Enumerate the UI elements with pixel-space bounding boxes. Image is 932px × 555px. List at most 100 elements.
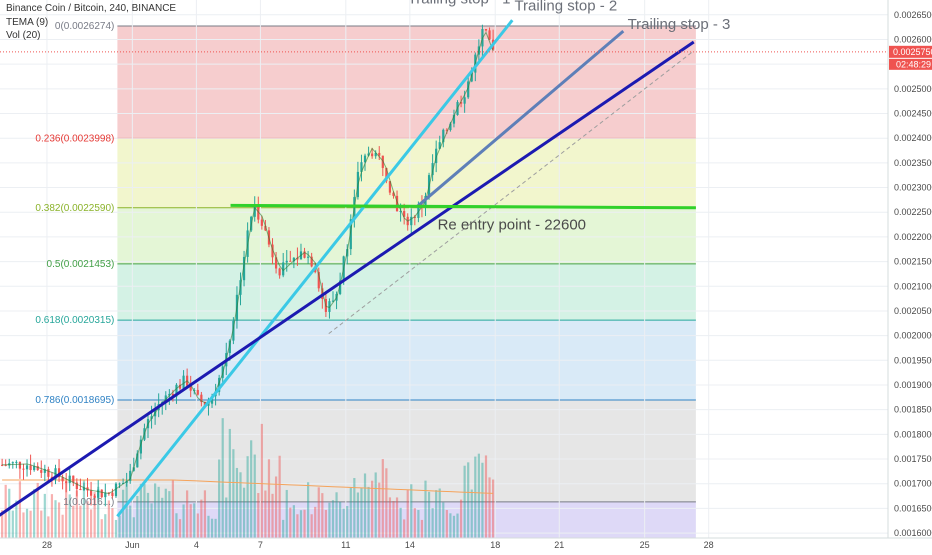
trendline	[116, 19, 514, 518]
volume-bar	[100, 519, 103, 538]
volume-bar	[40, 510, 43, 538]
candle-body	[189, 385, 192, 391]
volume-bar	[470, 489, 473, 538]
last-price-tag	[889, 45, 932, 58]
candle-body	[452, 114, 456, 124]
candle-body	[459, 102, 463, 104]
volume-bar	[29, 510, 32, 538]
volume-bar	[257, 493, 260, 538]
candle-body	[89, 490, 93, 496]
volume-bar	[15, 500, 18, 538]
candle-body	[271, 244, 274, 258]
countdown-tag	[889, 58, 932, 70]
volume-bar	[239, 472, 242, 538]
volume-bar	[89, 509, 93, 538]
volume-bar	[452, 515, 456, 538]
volume-bar	[491, 479, 495, 538]
candle-body	[228, 340, 231, 354]
volume-bar	[438, 488, 441, 538]
candle-body	[310, 256, 313, 267]
candle-body	[339, 280, 342, 294]
volume-bar	[207, 515, 210, 538]
volume-bar	[75, 490, 78, 538]
time-tick-label: 18	[490, 540, 500, 550]
tema-label: TEMA (9)	[6, 17, 49, 28]
volume-bar	[403, 519, 406, 538]
fib-band	[117, 138, 696, 208]
candle-body	[11, 462, 14, 464]
annotations: Trailing stop - 1Trailing stop - 2 Traili…	[408, 0, 731, 234]
candle-body	[253, 206, 256, 217]
candle-body	[449, 123, 452, 131]
candle-body	[488, 30, 491, 40]
volume-bar	[11, 510, 14, 538]
volume-bar	[477, 453, 480, 538]
volume-bar	[182, 504, 185, 538]
volume-bar	[8, 488, 11, 538]
volume-bar	[72, 505, 75, 538]
volume-bar	[125, 482, 128, 538]
trendline	[415, 29, 625, 209]
volume-bar	[214, 518, 217, 538]
trendlines	[0, 19, 696, 518]
volume-bar	[129, 505, 132, 538]
trendline	[0, 40, 695, 517]
volume-bar	[154, 483, 157, 538]
volume-bar	[136, 495, 139, 538]
volume-bar	[360, 488, 363, 538]
volume-bar	[246, 456, 249, 538]
candle-body	[388, 181, 392, 193]
candle-body	[285, 260, 288, 263]
time-tick-label: 14	[405, 540, 415, 550]
candle-body	[61, 477, 64, 482]
volume-bar	[186, 490, 189, 538]
volume-bar	[253, 454, 256, 538]
volume-bar	[353, 478, 356, 538]
volume-bar	[161, 497, 164, 538]
annotation-reentry: Re entry point - 22600	[438, 217, 586, 234]
volume-bar	[292, 505, 295, 538]
volume-bar	[68, 494, 71, 538]
fib-band	[117, 25, 696, 139]
fib-level-label: 0.5(0.0021453)	[47, 259, 115, 270]
volume-bar	[367, 486, 370, 538]
volume-bar	[328, 502, 331, 538]
candle-body	[118, 483, 121, 485]
candle-body	[43, 469, 46, 473]
annotation-ts1: Trailing stop - 1	[408, 0, 511, 7]
volume-bar	[232, 449, 235, 538]
volume-bar	[264, 490, 267, 538]
volume-bar	[456, 513, 459, 538]
volume-bar	[278, 455, 281, 538]
volume-bar	[317, 487, 320, 538]
volume-bar	[228, 428, 231, 538]
candle-body	[274, 257, 278, 269]
candle-body	[29, 465, 32, 471]
volume-bar	[424, 480, 427, 538]
fib-level-label: 1(0.0016...)	[63, 497, 114, 508]
candle-body	[360, 162, 363, 172]
volume-bar	[299, 510, 303, 538]
volume-bar	[132, 517, 135, 538]
candle-body	[470, 72, 473, 82]
volume-bar	[168, 491, 171, 538]
volume-bar	[93, 492, 96, 538]
volume-bar	[118, 515, 121, 538]
candle-body	[22, 468, 25, 470]
candle-body	[82, 487, 86, 491]
candle-body	[218, 377, 221, 392]
countdown-label: 02:48:29	[896, 59, 931, 69]
volume-bar	[36, 482, 39, 538]
volume-bar	[150, 503, 153, 538]
